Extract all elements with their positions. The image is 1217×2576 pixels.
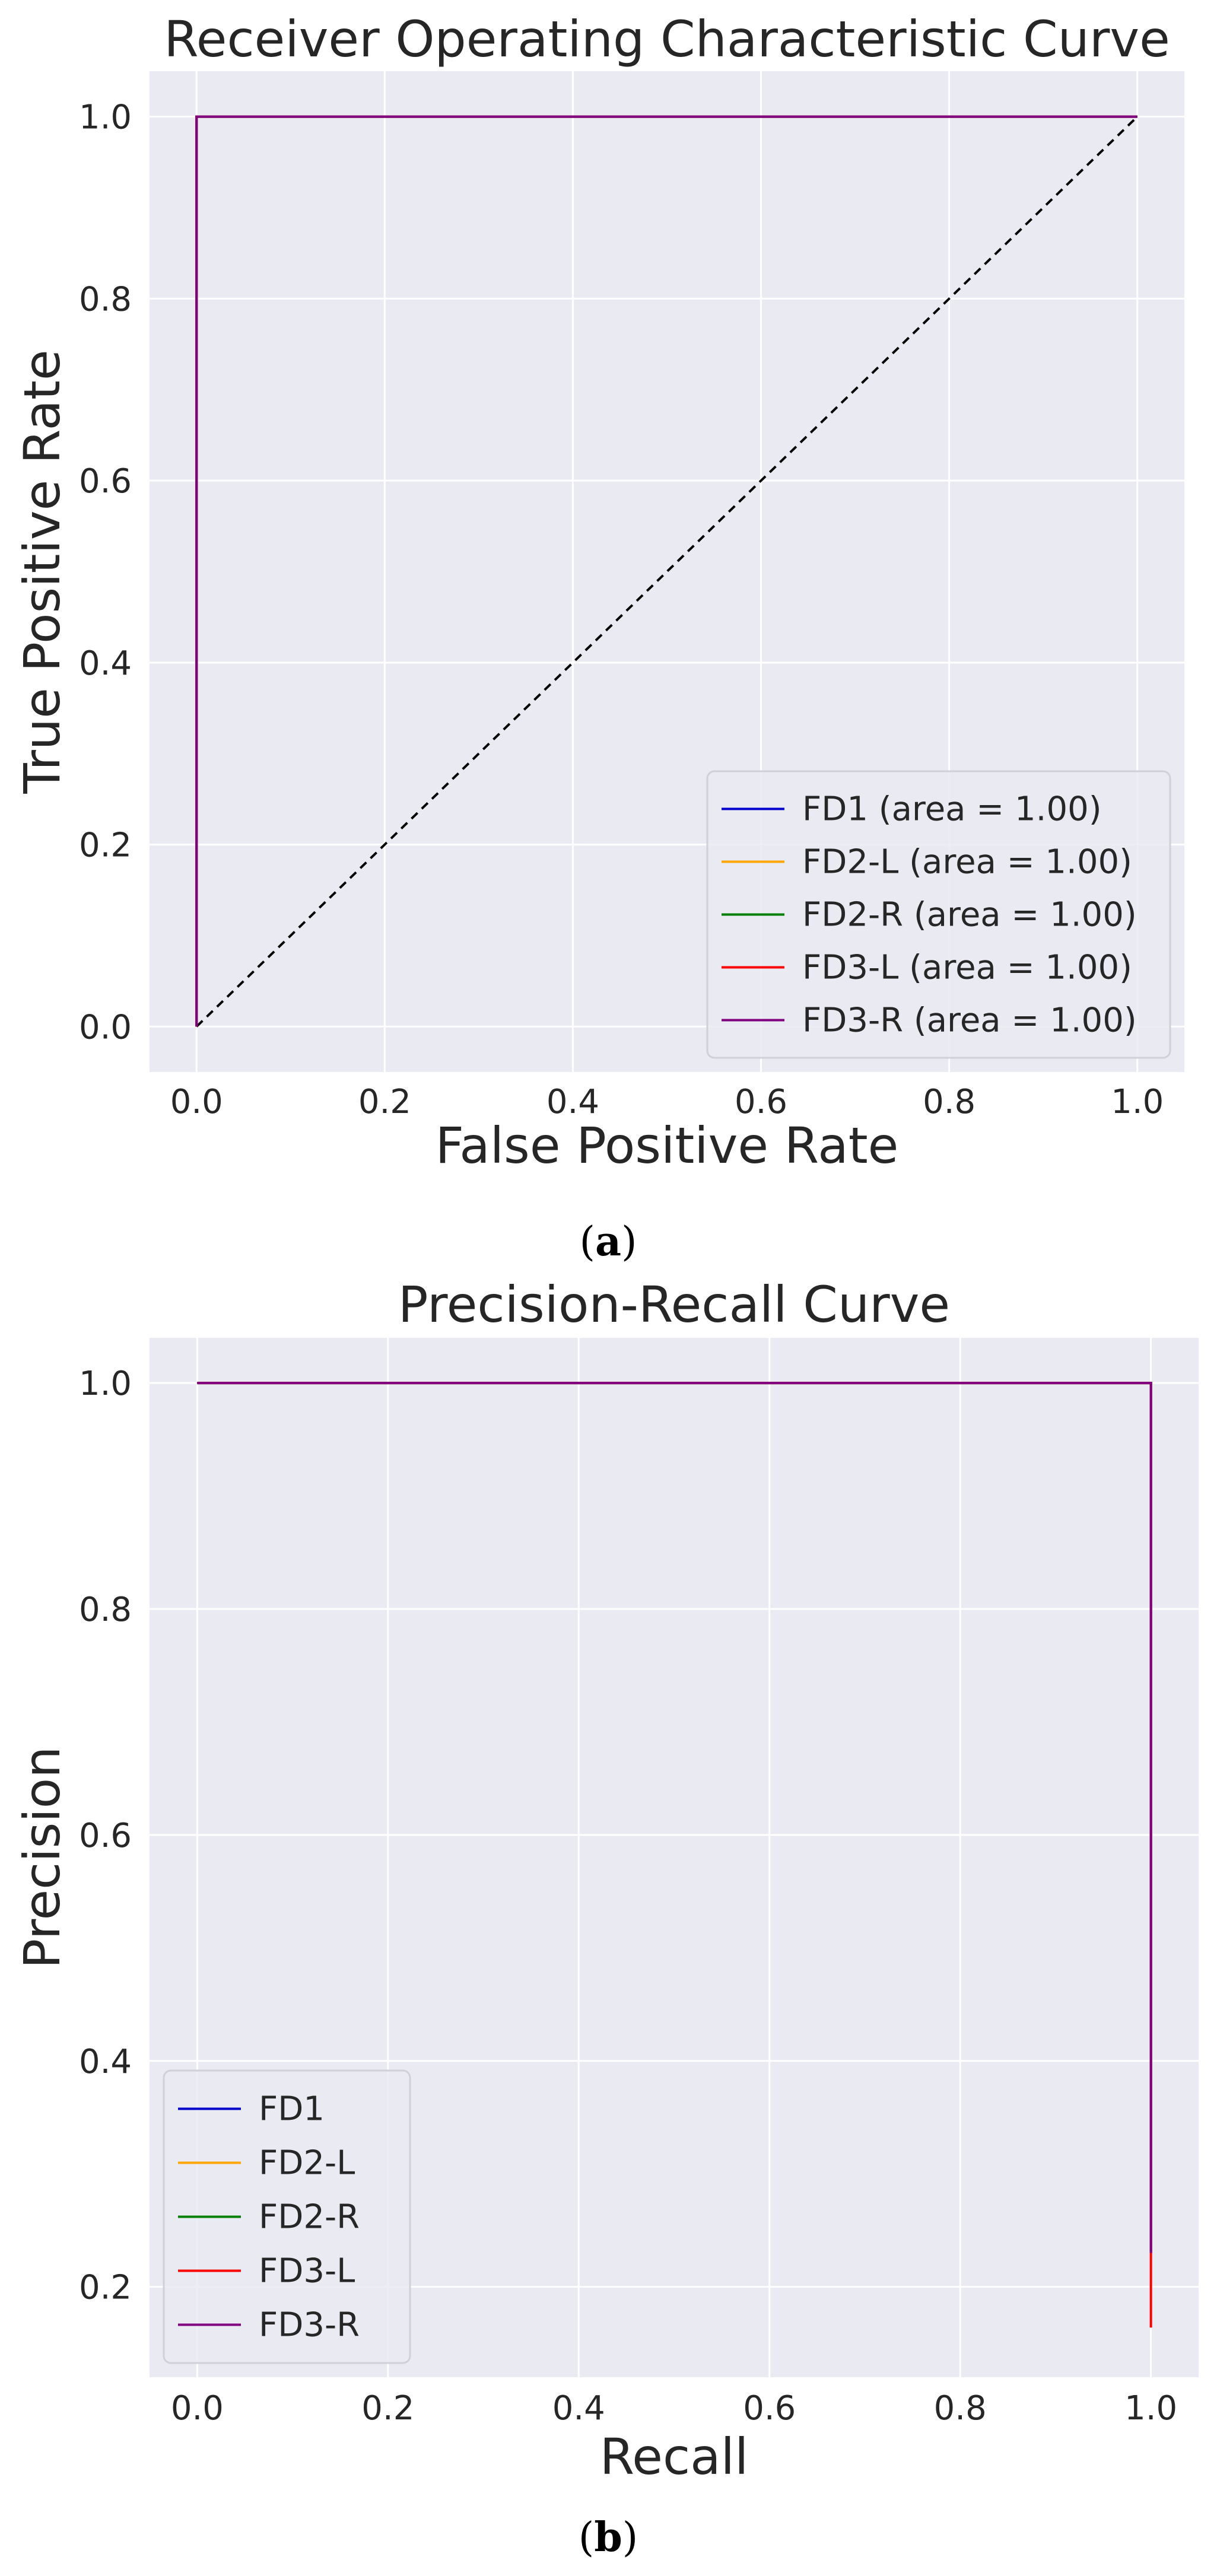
x-tick-label: 0.2 (358, 1083, 411, 1121)
legend-item: FD1 (178, 2090, 325, 2129)
y-tick-label: 1.0 (79, 1365, 132, 1403)
y-tick-label: 0.8 (79, 280, 132, 319)
y-tick-label: 0.4 (79, 2043, 132, 2081)
x-tick-label: 0.4 (552, 2389, 605, 2428)
pr-x-axis-label: Recall (600, 2428, 749, 2486)
x-tick-label: 0.2 (361, 2389, 414, 2428)
caption-paren-open: ( (579, 1219, 595, 1265)
caption-paren-open: ( (579, 2514, 595, 2561)
series-line-fd3-r (195, 115, 1137, 1027)
legend-item: FD3-R (178, 2306, 360, 2345)
legend-item: FD2-R (178, 2198, 360, 2237)
roc-x-axis-label: False Positive Rate (436, 1117, 899, 1175)
y-tick-label: 1.0 (79, 98, 132, 137)
legend-label: FD2-L (area = 1.00) (802, 843, 1132, 882)
chance-reference-line (195, 116, 1139, 1028)
x-tick-label: 0.0 (171, 2389, 224, 2428)
y-tick-label: 0.4 (79, 644, 132, 683)
legend-box (163, 2069, 411, 2364)
x-tick-label: 1.0 (1111, 1083, 1164, 1121)
legend-item: FD2-L (178, 2144, 355, 2183)
roc-y-axis-label: True Positive Rate (13, 349, 71, 794)
legend-label: FD3-L (259, 2252, 355, 2291)
legend-item: FD3-R (area = 1.00) (722, 1001, 1137, 1040)
pr-y-axis-label: Precision (13, 1747, 71, 1969)
x-tick-label: 0.6 (735, 1083, 787, 1121)
panel-b-caption: (b) (579, 2514, 638, 2561)
roc-series (195, 115, 1139, 1028)
pr-chart: 0.0 0.2 0.4 0.6 0.8 1.0 0.2 0.4 0.6 0.8 1.0 Precis… (13, 1276, 1199, 2561)
legend-item: FD3-L (area = 1.00) (722, 949, 1132, 987)
x-tick-label: 0.4 (546, 1083, 599, 1121)
pr-title: Precision-Recall Curve (398, 1276, 950, 1334)
panel-a-caption: (a) (579, 1218, 637, 1265)
roc-grid (150, 71, 1184, 1072)
legend-label: FD3-R (area = 1.00) (802, 1001, 1137, 1040)
legend-label: FD1 (area = 1.00) (802, 790, 1102, 829)
roc-chart: 0.0 0.2 0.4 0.6 0.8 1.0 0.0 0.2 0.4 0.6 0.8 1.0 Rec… (13, 10, 1184, 1265)
pr-tick-labels: 0.0 0.2 0.4 0.6 0.8 1.0 0.2 0.4 0.6 0.8 1.0 (79, 1365, 1177, 2428)
caption-paren-close: ) (622, 2514, 638, 2561)
legend-item: FD2-L (area = 1.00) (722, 843, 1132, 882)
legend-label: FD2-L (259, 2144, 355, 2183)
legend-label: FD2-R (area = 1.00) (802, 896, 1137, 934)
y-tick-label: 0.2 (79, 826, 132, 865)
x-tick-label: 0.0 (170, 1083, 223, 1121)
pr-series (197, 1382, 1152, 2328)
pr-legend: FD1 FD2-L FD2-R FD3-L FD3-R (163, 2069, 411, 2364)
roc-tick-labels: 0.0 0.2 0.4 0.6 0.8 1.0 0.0 0.2 0.4 0.6 0.8 1.0 (79, 98, 1164, 1121)
legend-item: FD3-L (178, 2252, 355, 2291)
legend-item: FD2-R (area = 1.00) (722, 896, 1137, 934)
y-tick-label: 0.8 (79, 1591, 132, 1629)
legend-label: FD3-L (area = 1.00) (802, 949, 1132, 987)
x-tick-label: 0.8 (934, 2389, 987, 2428)
x-tick-label: 0.8 (923, 1083, 975, 1121)
legend-box (706, 770, 1171, 1059)
y-tick-label: 0.6 (79, 462, 132, 501)
roc-title: Receiver Operating Characteristic Curve (164, 10, 1170, 68)
legend-label: FD2-R (259, 2198, 360, 2237)
y-tick-label: 0.0 (79, 1008, 132, 1047)
y-tick-label: 0.2 (79, 2269, 132, 2307)
legend-label: FD1 (259, 2090, 325, 2129)
legend-label: FD3-R (259, 2306, 360, 2345)
legend-item: FD1 (area = 1.00) (722, 790, 1102, 829)
caption-paren-close: ) (621, 1219, 637, 1265)
x-tick-label: 1.0 (1124, 2389, 1177, 2428)
series-line-fd3-r (197, 1382, 1152, 2253)
roc-legend: FD1 (area = 1.00) FD2-L (area = 1.00) FD2-… (706, 770, 1171, 1059)
caption-letter: a (595, 1218, 621, 1265)
caption-letter: b (594, 2514, 622, 2561)
x-tick-label: 0.6 (743, 2389, 796, 2428)
y-tick-label: 0.6 (79, 1817, 132, 1855)
